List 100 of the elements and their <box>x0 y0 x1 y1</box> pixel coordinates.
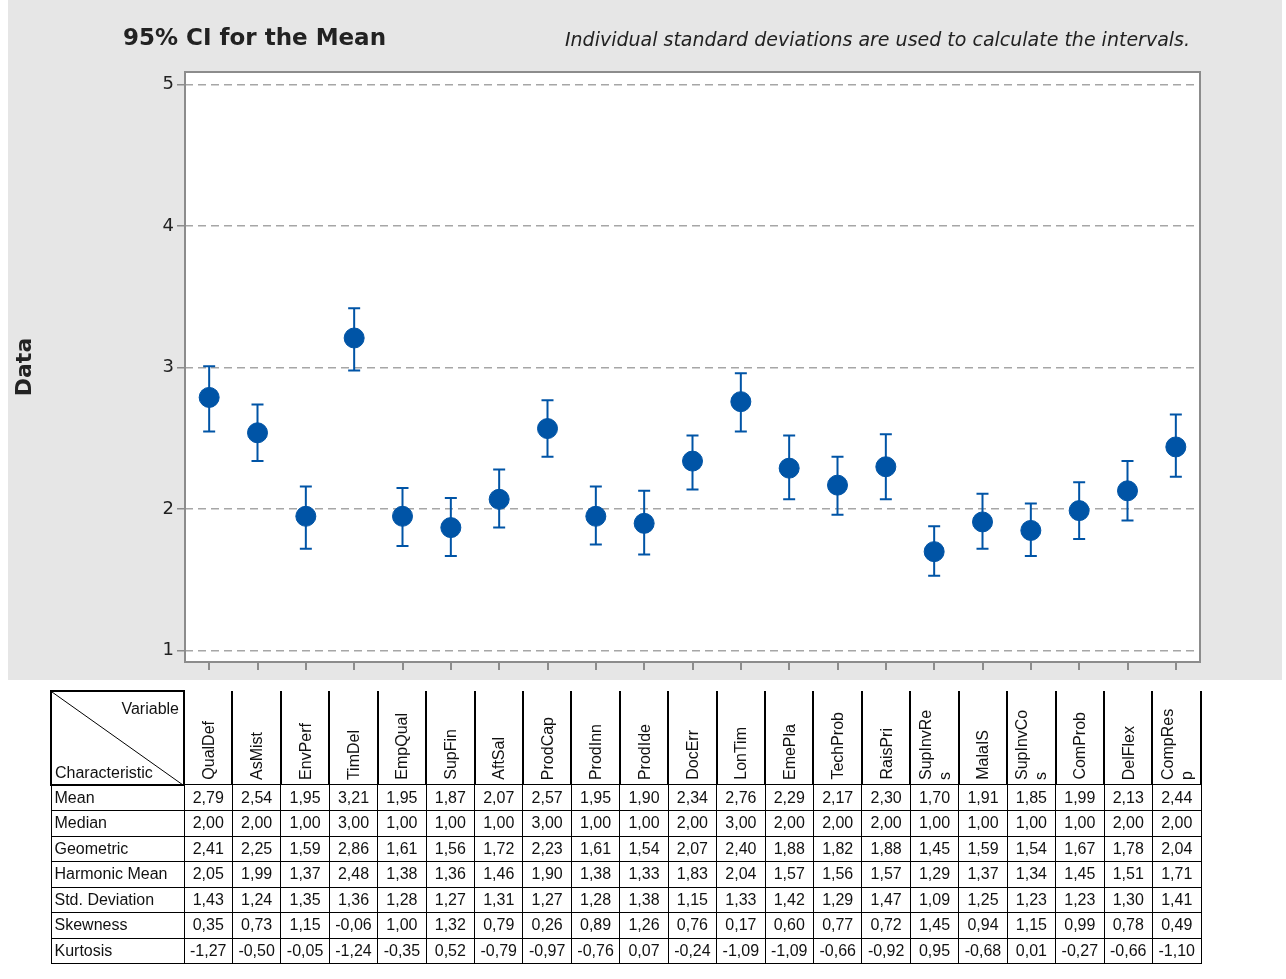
data-label: 1,56 <box>813 861 862 887</box>
data-label: 1,37 <box>958 861 1008 887</box>
chart-subtitle: Individual standard deviations are used to calculate the intervals. <box>564 28 1190 50</box>
point <box>247 422 268 444</box>
data-label: 1,91 <box>958 784 1008 811</box>
data-label: 0,89 <box>571 912 620 938</box>
data-label: 2,00 <box>184 810 233 836</box>
category-label: LonTim <box>731 727 751 780</box>
data-label: 2,34 <box>668 784 717 811</box>
data-label: 2,07 <box>668 836 717 862</box>
data-label: 0,78 <box>1104 912 1153 938</box>
data-label: 1,38 <box>619 887 669 913</box>
category-label: SupInvCos <box>1012 708 1051 780</box>
data-label: 1,15 <box>280 912 330 938</box>
point <box>923 541 945 563</box>
category-label: TechProb <box>828 712 848 780</box>
data-label: -0,35 <box>377 938 427 964</box>
data-label: -1,09 <box>765 938 814 964</box>
data-label: 1,57 <box>765 861 814 887</box>
text: Kurtosis <box>51 938 184 964</box>
data-label: 1,30 <box>1104 887 1153 913</box>
data-label: -0,97 <box>522 938 572 964</box>
data-label: 2,54 <box>232 784 281 811</box>
y-tick-label: 1 <box>162 638 174 660</box>
data-label: 3,21 <box>329 784 378 811</box>
point <box>585 505 607 527</box>
data-label: 2,25 <box>232 836 281 862</box>
data-label: 1,43 <box>184 887 233 913</box>
data-label: 1,00 <box>280 810 330 836</box>
data-label: 0,07 <box>619 938 669 964</box>
data-label: 1,38 <box>377 861 427 887</box>
data-label: 1,95 <box>571 784 620 811</box>
data-label: -1,24 <box>329 938 378 964</box>
data-label: 1,78 <box>1104 836 1153 862</box>
point <box>1165 436 1187 458</box>
data-label: 1,35 <box>280 887 330 913</box>
data-label: 0,60 <box>765 912 814 938</box>
data-label: 1,46 <box>474 861 523 887</box>
point <box>972 511 993 533</box>
data-label: 1,71 <box>1152 861 1201 887</box>
data-label: -0,92 <box>861 938 911 964</box>
category-label: DelFlex <box>1118 725 1138 780</box>
point <box>778 457 800 479</box>
data-label: 1,56 <box>426 836 475 862</box>
data-label: -0,06 <box>329 912 378 938</box>
data-label: -0,66 <box>1104 938 1153 964</box>
data-label: 1,59 <box>958 836 1008 862</box>
category-label: EnvPerf <box>295 723 315 780</box>
point <box>537 418 558 440</box>
data-label: 0,72 <box>861 912 911 938</box>
data-label: 1,87 <box>426 784 475 811</box>
data-label: -0,24 <box>668 938 717 964</box>
category-label: ProdInn <box>586 723 606 780</box>
data-label: -1,09 <box>716 938 766 964</box>
data-label: 1,90 <box>522 861 572 887</box>
data-label: 1,00 <box>910 810 959 836</box>
data-label: 1,54 <box>1007 836 1056 862</box>
data-label: 1,34 <box>1007 861 1056 887</box>
data-label: 1,36 <box>426 861 475 887</box>
data-label: 2,05 <box>184 861 233 887</box>
data-label: 2,00 <box>1152 810 1201 836</box>
data-label: 1,45 <box>910 836 959 862</box>
data-label: 2,29 <box>765 784 814 811</box>
data-label: 2,00 <box>1104 810 1153 836</box>
data-label: 2,17 <box>813 784 862 811</box>
data-label: -1,27 <box>184 938 233 964</box>
data-label: 1,47 <box>861 887 911 913</box>
data-label: 0,76 <box>668 912 717 938</box>
category-label: SupFin <box>440 729 460 780</box>
y-axis-title: Data <box>10 337 36 397</box>
data-label: 1,54 <box>619 836 669 862</box>
data-label: 0,79 <box>474 912 523 938</box>
point <box>198 386 220 408</box>
data-label: 1,31 <box>474 887 523 913</box>
point <box>682 450 703 472</box>
data-label: -0,66 <box>813 938 862 964</box>
data-label: 1,88 <box>765 836 814 862</box>
data-label: 2,04 <box>716 861 766 887</box>
data-label: 2,04 <box>1152 836 1201 862</box>
data-label: 1,00 <box>619 810 669 836</box>
data-label: 1,45 <box>1055 861 1105 887</box>
point <box>875 456 897 478</box>
data-label: 1,23 <box>1007 887 1056 913</box>
data-label: 0,17 <box>716 912 766 938</box>
text: Mean <box>51 784 184 811</box>
text: Variable <box>121 700 179 718</box>
data-label: 1,90 <box>619 784 669 811</box>
data-label: 1,15 <box>668 887 717 913</box>
data-label: 1,45 <box>910 912 959 938</box>
point <box>295 505 317 527</box>
data-label: 1,00 <box>958 810 1008 836</box>
point <box>343 327 365 349</box>
data-label: 2,23 <box>522 836 572 862</box>
data-label: 0,52 <box>426 938 475 964</box>
text: Median <box>51 810 184 836</box>
data-label: 1,70 <box>910 784 959 811</box>
data-label: 1,88 <box>861 836 911 862</box>
category-label: ProdIde <box>634 723 654 780</box>
data-label: 2,13 <box>1104 784 1153 811</box>
data-label: 1,33 <box>716 887 766 913</box>
